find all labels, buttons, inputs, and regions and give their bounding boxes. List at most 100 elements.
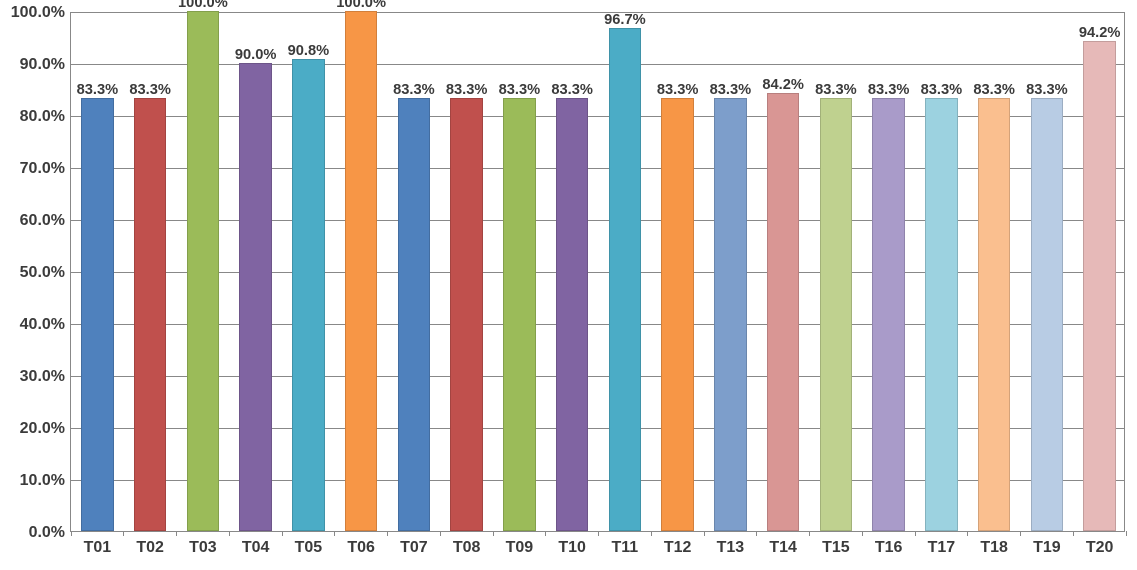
y-axis-tick-label: 90.0% <box>20 56 65 74</box>
x-axis-tick <box>862 531 863 536</box>
bar-value-label: 83.3% <box>657 82 699 98</box>
bar-value-label: 100.0% <box>336 0 386 11</box>
percentage-bar-chart: 0.0% 10.0% 20.0% 30.0% 40.0% 50.0% 60.0% 70.0% 8… <box>0 0 1137 570</box>
gridline <box>71 12 1124 13</box>
bar-value-label: 83.3% <box>815 82 857 98</box>
bar-T08 <box>450 98 483 531</box>
bar-T18 <box>978 98 1011 531</box>
bar-T17 <box>925 98 958 531</box>
bar-value-label: 83.3% <box>499 82 541 98</box>
bar-T19 <box>1031 98 1064 531</box>
y-axis-tick-label: 20.0% <box>20 420 65 438</box>
x-axis-category-label: T04 <box>242 539 270 557</box>
x-axis-tick <box>651 531 652 536</box>
bar-value-label: 90.0% <box>235 47 277 63</box>
gridline <box>71 168 1124 169</box>
x-axis-tick <box>1073 531 1074 536</box>
bar-T05 <box>292 59 325 531</box>
x-axis-tick <box>71 531 72 536</box>
x-axis-category-label: T12 <box>664 539 692 557</box>
gridline <box>71 480 1124 481</box>
gridline <box>71 272 1124 273</box>
y-axis-tick-label: 50.0% <box>20 264 65 282</box>
x-axis-category-label: T15 <box>822 539 850 557</box>
y-axis-tick-label: 80.0% <box>20 108 65 126</box>
bar-T14 <box>767 93 800 531</box>
gridline <box>71 220 1124 221</box>
bar-value-label: 96.7% <box>604 12 646 28</box>
gridline <box>71 324 1124 325</box>
bar-value-label: 83.3% <box>551 82 593 98</box>
x-axis-category-label: T08 <box>453 539 481 557</box>
bar-value-label: 83.3% <box>393 82 435 98</box>
bar-T02 <box>134 98 167 531</box>
bar-T06 <box>345 11 378 531</box>
x-axis-tick <box>229 531 230 536</box>
bar-value-label: 83.3% <box>77 82 119 98</box>
bar-value-label: 94.2% <box>1079 25 1121 41</box>
x-axis-category-label: T06 <box>347 539 375 557</box>
x-axis-tick <box>967 531 968 536</box>
x-axis-category-label: T17 <box>928 539 956 557</box>
bar-value-label: 84.2% <box>762 77 804 93</box>
bar-T03 <box>187 11 220 531</box>
bar-T12 <box>661 98 694 531</box>
x-axis-category-label: T05 <box>295 539 323 557</box>
x-axis-category-label: T14 <box>769 539 797 557</box>
bar-value-label: 100.0% <box>178 0 228 11</box>
bar-T16 <box>872 98 905 531</box>
bar-T20 <box>1083 41 1116 531</box>
x-axis-tick <box>756 531 757 536</box>
bar-T04 <box>239 63 272 531</box>
x-axis-tick <box>915 531 916 536</box>
x-axis-tick <box>1126 531 1127 536</box>
x-axis-category-label: T01 <box>84 539 112 557</box>
x-axis-category-label: T07 <box>400 539 428 557</box>
y-axis-tick-label: 60.0% <box>20 212 65 230</box>
bar-value-label: 83.3% <box>446 82 488 98</box>
x-axis-category-label: T02 <box>136 539 164 557</box>
x-axis-tick <box>598 531 599 536</box>
bar-value-label: 83.3% <box>710 82 752 98</box>
x-axis-category-label: T11 <box>612 539 639 557</box>
x-axis-tick <box>176 531 177 536</box>
x-axis-tick <box>440 531 441 536</box>
x-axis-category-label: T09 <box>506 539 534 557</box>
x-axis-tick <box>282 531 283 536</box>
x-axis-category-label: T13 <box>717 539 745 557</box>
y-axis-tick-label: 30.0% <box>20 368 65 386</box>
bar-value-label: 90.8% <box>288 43 330 59</box>
gridline <box>71 64 1124 65</box>
y-axis-tick-label: 100.0% <box>11 4 65 22</box>
bar-T13 <box>714 98 747 531</box>
y-axis-tick-label: 10.0% <box>20 472 65 490</box>
bar-value-label: 83.3% <box>868 82 910 98</box>
plot-area: 0.0%10.0%20.0%30.0%40.0%50.0%60.0%70.0%8… <box>70 12 1125 532</box>
x-axis-category-label: T20 <box>1086 539 1114 557</box>
x-axis-category-label: T16 <box>875 539 903 557</box>
bar-T15 <box>820 98 853 531</box>
x-axis-tick <box>387 531 388 536</box>
x-axis-tick <box>123 531 124 536</box>
gridline <box>71 116 1124 117</box>
bar-value-label: 83.3% <box>921 82 963 98</box>
x-axis-category-label: T10 <box>558 539 586 557</box>
x-axis-category-label: T19 <box>1033 539 1061 557</box>
bar-value-label: 83.3% <box>973 82 1015 98</box>
x-axis-tick <box>1020 531 1021 536</box>
x-axis-tick <box>334 531 335 536</box>
x-axis-tick <box>809 531 810 536</box>
y-axis-tick-label: 70.0% <box>20 160 65 178</box>
x-axis-tick <box>704 531 705 536</box>
y-axis-tick-label: 40.0% <box>20 316 65 334</box>
bar-T09 <box>503 98 536 531</box>
gridline <box>71 376 1124 377</box>
bar-T11 <box>609 28 642 531</box>
bar-value-label: 83.3% <box>1026 82 1068 98</box>
gridline <box>71 428 1124 429</box>
bar-T07 <box>398 98 431 531</box>
x-axis-tick <box>545 531 546 536</box>
x-axis-category-label: T18 <box>980 539 1008 557</box>
y-axis-tick-label: 0.0% <box>29 524 65 542</box>
bar-T01 <box>81 98 114 531</box>
